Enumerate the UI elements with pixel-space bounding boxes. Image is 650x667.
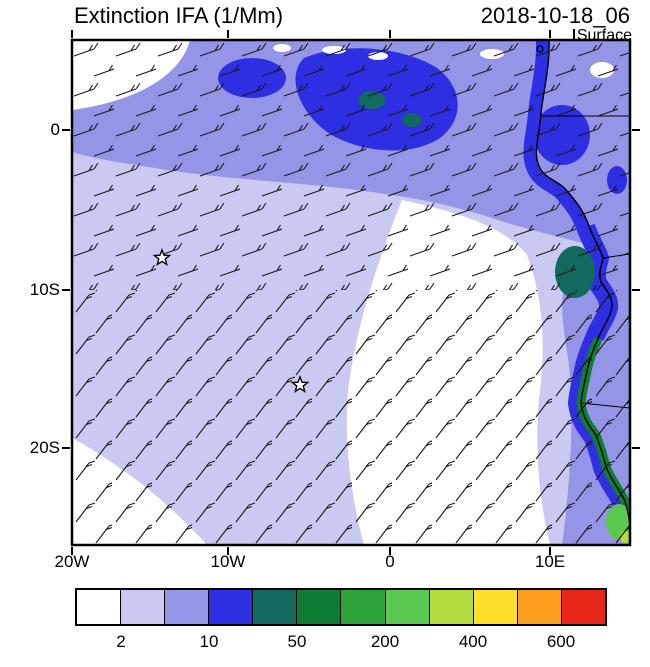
y-tick-label-20s: 20S xyxy=(29,438,60,457)
colorbar-cell xyxy=(516,590,561,624)
colorbar-cell xyxy=(296,590,341,624)
colorbar-tick-label: 600 xyxy=(546,632,576,651)
y-tick-label-10s: 10S xyxy=(29,280,60,299)
colorbar-labels: 2 10 50 200 400 600 xyxy=(77,632,605,654)
colorbar-cell xyxy=(384,590,429,624)
colorbar-tick-label: 2 xyxy=(116,632,126,651)
x-tick-label-10e: 10E xyxy=(534,552,566,571)
colorbar-tick-label: 10 xyxy=(199,632,219,651)
colorbar-cell xyxy=(120,590,165,624)
colorbar-cell xyxy=(472,590,517,624)
valid-time-label: 2018-10-18_06 xyxy=(480,3,630,28)
map-frame xyxy=(70,38,632,547)
filled-contours xyxy=(72,40,630,545)
y-tick-label-0: 0 xyxy=(50,120,60,139)
colorbar-cell xyxy=(208,590,253,624)
x-tick-label-10w: 10W xyxy=(210,552,246,571)
wind-barbs-south xyxy=(72,290,630,545)
map-plot xyxy=(62,30,640,555)
colorbar-tick-label: 50 xyxy=(287,632,307,651)
colorbar-cell xyxy=(252,590,297,624)
colorbar xyxy=(75,588,607,626)
colorbar-cell xyxy=(428,590,473,624)
colorbar-cell xyxy=(164,590,209,624)
colorbar-cell xyxy=(560,590,605,624)
plot-title: Extinction IFA (1/Mm) xyxy=(74,3,284,28)
axis-ticks xyxy=(62,30,640,555)
x-tick-label-20w: 20W xyxy=(54,552,90,571)
x-tick-label-0: 0 xyxy=(385,552,395,571)
colorbar-cell xyxy=(77,590,121,624)
level-tick-mark xyxy=(572,28,575,44)
wind-barbs-north xyxy=(72,40,630,290)
colorbar-cell xyxy=(340,590,385,624)
colorbar-tick-label: 400 xyxy=(458,632,488,651)
colorbar-tick-label: 200 xyxy=(370,632,400,651)
